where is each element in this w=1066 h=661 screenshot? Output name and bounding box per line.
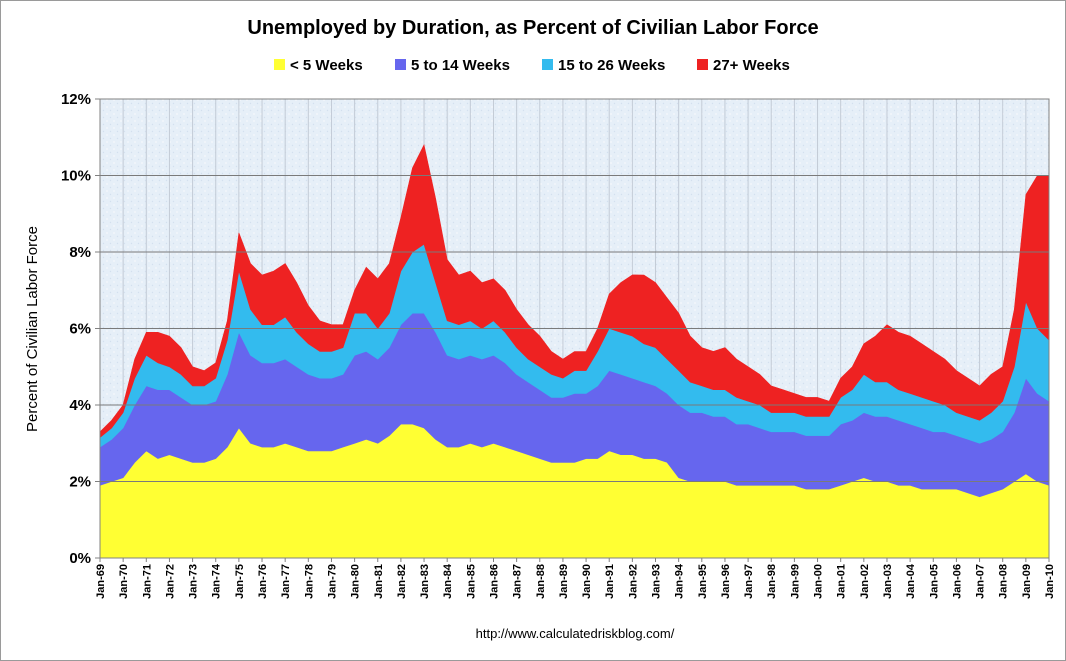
- x-tick-label: Jan-88: [535, 564, 547, 599]
- legend-label-5-weeks: < 5 Weeks: [290, 57, 363, 74]
- x-tick-label: Jan-81: [373, 564, 385, 599]
- y-tick-label: 10%: [61, 168, 91, 185]
- legend-swatch-5-weeks: [274, 59, 285, 70]
- x-tick-label: Jan-84: [442, 563, 454, 599]
- horizontal-gridlines: [100, 175, 1049, 482]
- x-tick-label: Jan-89: [558, 564, 570, 599]
- x-tick-label: Jan-85: [465, 564, 477, 599]
- x-tick-label: Jan-04: [905, 563, 917, 599]
- x-tick-label: Jan-72: [164, 564, 176, 599]
- x-tick-label: Jan-92: [627, 564, 639, 599]
- x-tick-label: Jan-96: [720, 564, 732, 599]
- x-tick-label: Jan-74: [211, 563, 223, 599]
- y-tick-label: 12%: [61, 91, 91, 108]
- y-tick-label: 4%: [69, 397, 91, 414]
- x-tick-label: Jan-86: [488, 564, 500, 599]
- y-axis-ticks: 0% 2% 4% 6% 8% 10% 12%: [61, 91, 100, 567]
- x-tick-label: Jan-10: [1044, 564, 1056, 599]
- x-tick-label: Jan-90: [581, 564, 593, 599]
- x-axis-ticks: Jan-69 Jan-70 Jan-71 Jan-72 Jan-73 Jan-74 Jan-…: [95, 558, 1056, 599]
- x-tick-label: Jan-94: [674, 563, 686, 599]
- x-tick-label: Jan-75: [234, 564, 246, 599]
- x-tick-label: Jan-02: [859, 564, 871, 599]
- x-tick-label: Jan-69: [95, 564, 107, 599]
- chart-title: Unemployed by Duration, as Percent of Ci…: [247, 17, 818, 39]
- y-tick-label: 2%: [69, 474, 91, 491]
- x-tick-label: Jan-83: [419, 564, 431, 599]
- x-tick-label: Jan-78: [303, 564, 315, 599]
- x-tick-label: Jan-98: [766, 564, 778, 599]
- legend-swatch-5-to-14-weeks: [395, 59, 406, 70]
- source-url: http://www.calculatedriskblog.com/: [476, 626, 675, 641]
- x-tick-label: Jan-79: [326, 564, 338, 599]
- x-tick-label: Jan-80: [350, 564, 362, 599]
- legend-swatch-27-weeks: [697, 59, 708, 70]
- x-tick-label: Jan-00: [813, 564, 825, 599]
- x-tick-label: Jan-73: [188, 564, 200, 599]
- y-tick-label: 8%: [69, 244, 91, 261]
- x-tick-label: Jan-06: [951, 564, 963, 599]
- x-tick-label: Jan-77: [280, 564, 292, 599]
- legend-swatch-15-to-26-weeks: [542, 59, 553, 70]
- x-tick-label: Jan-08: [998, 564, 1010, 599]
- x-tick-label: Jan-93: [651, 564, 663, 599]
- x-tick-label: Jan-76: [257, 564, 269, 599]
- x-tick-label: Jan-03: [882, 564, 894, 599]
- legend-label-15-to-26-weeks: 15 to 26 Weeks: [558, 57, 665, 74]
- x-tick-label: Jan-91: [604, 564, 616, 599]
- y-tick-label: 6%: [69, 321, 91, 338]
- x-tick-label: Jan-05: [928, 564, 940, 599]
- legend-label-5-to-14-weeks: 5 to 14 Weeks: [411, 57, 510, 74]
- y-tick-label: 0%: [69, 550, 91, 567]
- x-tick-label: Jan-87: [512, 564, 524, 599]
- x-tick-label: Jan-95: [697, 564, 709, 599]
- x-tick-label: Jan-01: [836, 564, 848, 599]
- legend: < 5 Weeks 5 to 14 Weeks 15 to 26 Weeks 27+ …: [274, 57, 790, 74]
- x-tick-label: Jan-07: [975, 564, 987, 599]
- x-tick-label: Jan-82: [396, 564, 408, 599]
- legend-label-27-weeks: 27+ Weeks: [713, 57, 790, 74]
- x-tick-label: Jan-70: [118, 564, 130, 599]
- x-tick-label: Jan-97: [743, 564, 755, 599]
- x-tick-label: Jan-71: [141, 564, 153, 599]
- y-axis-label: Percent of Civilian Labor Force: [24, 226, 41, 432]
- x-tick-label: Jan-99: [789, 564, 801, 599]
- x-tick-label: Jan-09: [1021, 564, 1033, 599]
